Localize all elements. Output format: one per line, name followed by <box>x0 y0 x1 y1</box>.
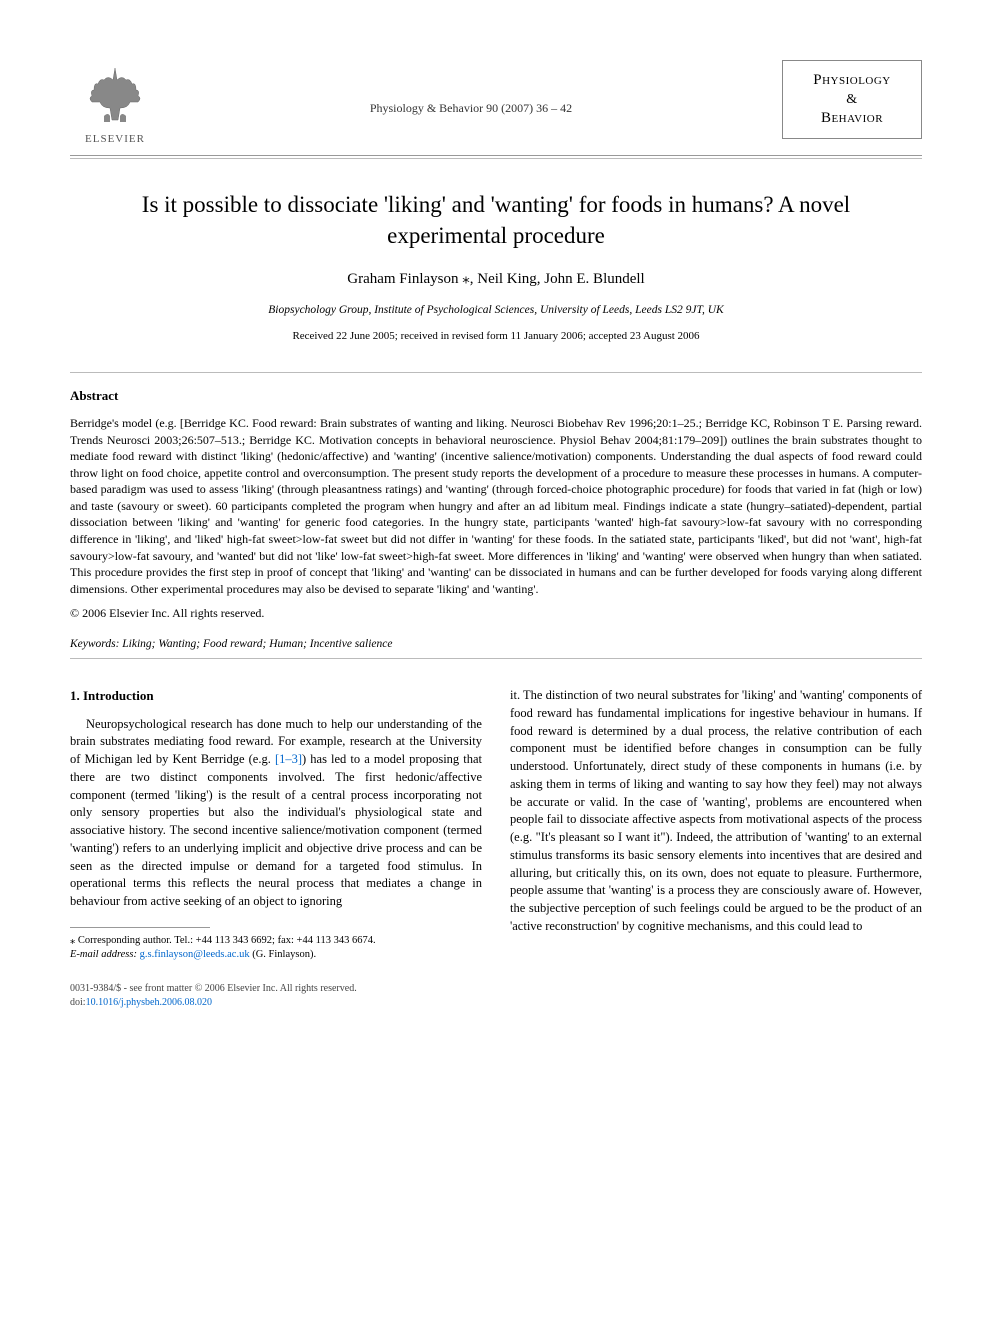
copyright: © 2006 Elsevier Inc. All rights reserved… <box>70 605 922 622</box>
journal-box-line2: Behavior <box>797 109 907 129</box>
publisher-name: ELSEVIER <box>85 132 145 147</box>
rule-top <box>70 155 922 156</box>
footer: 0031-9384/$ - see front matter © 2006 El… <box>70 982 922 1010</box>
publisher-logo: ELSEVIER <box>70 60 160 147</box>
footer-doi-line: doi:10.1016/j.physbeh.2006.08.020 <box>70 996 922 1010</box>
email-who: (G. Finlayson). <box>252 949 316 960</box>
two-column-body: 1. Introduction Neuropsychological resea… <box>70 687 922 962</box>
authors-text: Graham Finlayson ⁎, Neil King, John E. B… <box>347 271 644 287</box>
journal-box-amp: & <box>797 91 907 109</box>
journal-box-line1: Physiology <box>797 71 907 91</box>
footnote-rule <box>70 927 210 928</box>
affiliation: Biopsychology Group, Institute of Psycho… <box>70 302 922 318</box>
doi-label: doi: <box>70 997 86 1008</box>
rule-thin <box>70 158 922 159</box>
authors: Graham Finlayson ⁎, Neil King, John E. B… <box>70 269 922 290</box>
email-label: E-mail address: <box>70 949 137 960</box>
journal-title-box: Physiology & Behavior <box>782 60 922 139</box>
rule-abstract-top <box>70 372 922 373</box>
column-right: it. The distinction of two neural substr… <box>510 687 922 962</box>
footnote-block: ⁎ Corresponding author. Tel.: +44 113 34… <box>70 934 482 962</box>
intro-paragraph: Neuropsychological research has done muc… <box>70 716 482 911</box>
header-row: ELSEVIER Physiology & Behavior 90 (2007)… <box>70 60 922 147</box>
section-heading-intro: 1. Introduction <box>70 687 482 705</box>
col2-paragraph: it. The distinction of two neural substr… <box>510 687 922 936</box>
footer-line1: 0031-9384/$ - see front matter © 2006 El… <box>70 982 922 996</box>
abstract-text: Berridge's model (e.g. [Berridge KC. Foo… <box>70 415 922 597</box>
article-dates: Received 22 June 2005; received in revis… <box>70 329 922 344</box>
col1-text-after: ) has led to a model proposing that ther… <box>70 752 482 908</box>
article-title: Is it possible to dissociate 'liking' an… <box>110 189 882 251</box>
keywords: Keywords: Liking; Wanting; Food reward; … <box>70 636 922 652</box>
abstract-heading: Abstract <box>70 387 922 405</box>
column-left: 1. Introduction Neuropsychological resea… <box>70 687 482 962</box>
reference-link[interactable]: [1–3] <box>275 752 302 766</box>
journal-reference: Physiology & Behavior 90 (2007) 36 – 42 <box>160 60 782 117</box>
keywords-label: Keywords: <box>70 638 119 650</box>
keywords-text: Liking; Wanting; Food reward; Human; Inc… <box>122 638 392 650</box>
rule-abstract-bottom <box>70 658 922 659</box>
email-line: E-mail address: g.s.finlayson@leeds.ac.u… <box>70 948 482 962</box>
doi-link[interactable]: 10.1016/j.physbeh.2006.08.020 <box>86 997 212 1008</box>
email-address[interactable]: g.s.finlayson@leeds.ac.uk <box>140 949 250 960</box>
page-container: ELSEVIER Physiology & Behavior 90 (2007)… <box>0 0 992 1050</box>
corresponding-author: ⁎ Corresponding author. Tel.: +44 113 34… <box>70 934 482 948</box>
elsevier-tree-icon <box>80 60 150 130</box>
